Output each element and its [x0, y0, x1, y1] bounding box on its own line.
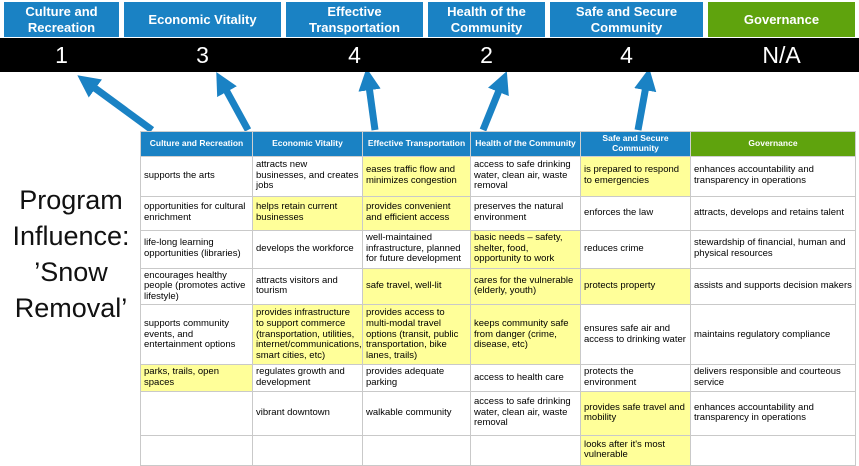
matrix-cell: looks after it's most vulnerable — [580, 434, 691, 466]
matrix-cell: supports the arts — [140, 155, 253, 197]
influence-arrow-icon — [216, 72, 252, 132]
matrix-cell: supports community events, and entertain… — [140, 304, 253, 366]
matrix-cell: is prepared to respond to emergencies — [580, 155, 691, 197]
matrix-cell: safe travel, well-lit — [362, 267, 471, 306]
influence-arrow-icon — [634, 72, 657, 131]
pillar-header-economic-vitality: Economic Vitality — [124, 2, 281, 37]
matrix-cell: attracts new businesses, and creates job… — [252, 155, 363, 197]
influence-arrow-icon — [479, 72, 509, 132]
matrix-cell: develops the workforce — [252, 229, 363, 269]
matrix-cell: opportunities for cultural enrichment — [140, 195, 253, 231]
matrix-header-cell: Culture and Recreation — [140, 131, 253, 157]
pillar-header-culture-and-recreation: Culture and Recreation — [4, 2, 119, 37]
matrix-cell — [252, 434, 363, 466]
pillar-score-safe-and-secure-community: 4 — [620, 41, 633, 68]
matrix-cell: ensures safe air and access to drinking … — [580, 304, 691, 366]
matrix-row: vibrant downtown walkable community access… — [140, 390, 856, 436]
matrix-cell: access to safe drinking water, clean air… — [470, 390, 581, 436]
matrix-row: encourages healthy people (promotes acti… — [140, 267, 856, 306]
matrix-row: supports the arts attracts new businesses… — [140, 155, 856, 197]
matrix-cell: keeps community safe from danger (crime,… — [470, 304, 581, 366]
matrix-cell: delivers responsible and courteous servi… — [690, 364, 856, 392]
matrix-cell: attracts visitors and tourism — [252, 267, 363, 306]
pillar-score-effective-transportation: 4 — [348, 41, 361, 68]
matrix-header-cell: Economic Vitality — [252, 131, 363, 157]
matrix-cell: access to safe drinking water, clean air… — [470, 155, 581, 197]
matrix-cell: provides safe travel and mobility — [580, 390, 691, 436]
matrix-header-cell: Governance — [690, 131, 856, 157]
matrix-cell: assists and supports decision makers — [690, 267, 856, 306]
influence-arrow-icon — [77, 75, 155, 133]
matrix-cell: reduces crime — [580, 229, 691, 269]
matrix-cell: life-long learning opportunities (librar… — [140, 229, 253, 269]
matrix-cell: maintains regulatory compliance — [690, 304, 856, 366]
matrix-cell: regulates growth and development — [252, 364, 363, 392]
program-influence-title: Program Influence: ’Snow Removal’ — [0, 183, 142, 327]
matrix-row: supports community events, and entertain… — [140, 304, 856, 366]
pillar-header-safe-and-secure-community: Safe and Secure Community — [550, 2, 703, 37]
matrix-cell: helps retain current businesses — [252, 195, 363, 231]
matrix-header-row: Culture and Recreation Economic Vitality E… — [140, 131, 856, 157]
matrix-cell: preserves the natural environment — [470, 195, 581, 231]
matrix-cell: protects property — [580, 267, 691, 306]
matrix-cell: provides access to multi-modal travel op… — [362, 304, 471, 366]
matrix-row: opportunities for cultural enrichment hel… — [140, 195, 856, 231]
matrix-cell: stewardship of financial, human and phys… — [690, 229, 856, 269]
matrix-cell: provides infrastructure to support comme… — [252, 304, 363, 366]
matrix-cell — [140, 434, 253, 466]
matrix-cell: well-maintained infrastructure, planned … — [362, 229, 471, 269]
matrix-cell: encourages healthy people (promotes acti… — [140, 267, 253, 306]
matrix-cell — [690, 434, 856, 466]
pillar-value-row: 1 3 4 2 4 N/A — [0, 38, 859, 72]
influence-arrows — [77, 72, 657, 133]
pillar-score-governance: N/A — [762, 41, 801, 68]
matrix-cell — [362, 434, 471, 466]
matrix-cell: provides adequate parking — [362, 364, 471, 392]
matrix-header-cell: Safe and Secure Community — [580, 131, 691, 157]
matrix-cell: protects the environment — [580, 364, 691, 392]
matrix-table: Culture and Recreation Economic Vitality E… — [140, 131, 856, 466]
matrix-header-cell: Health of the Community — [470, 131, 581, 157]
pillar-score-economic-vitality: 3 — [196, 41, 209, 68]
matrix-cell: access to health care — [470, 364, 581, 392]
matrix-body: supports the arts attracts new businesses… — [140, 155, 856, 466]
matrix-row: life-long learning opportunities (librar… — [140, 229, 856, 269]
matrix-row: parks, trails, open spaces regulates grow… — [140, 364, 856, 392]
title-line: ’Snow — [34, 256, 108, 287]
pillar-header-effective-transportation: Effective Transportation — [286, 2, 423, 37]
influence-matrix: Culture and Recreation Economic Vitality E… — [140, 131, 856, 466]
pillar-score-culture-and-recreation: 1 — [55, 41, 68, 68]
matrix-cell: walkable community — [362, 390, 471, 436]
title-line: Influence: — [12, 220, 130, 251]
matrix-cell: cares for the vulnerable (elderly, youth… — [470, 267, 581, 306]
matrix-cell: vibrant downtown — [252, 390, 363, 436]
pillar-header-governance: Governance — [708, 2, 855, 37]
pillar-header-row: Culture and Recreation Economic Vitality E… — [0, 0, 859, 37]
matrix-row: looks after it's most vulnerable — [140, 434, 856, 466]
pillar-header-health-of-the-community: Health of the Community — [428, 2, 545, 37]
title-line: Removal’ — [14, 292, 128, 323]
title-line: Program — [19, 185, 123, 215]
matrix-cell: enhances accountability and transparency… — [690, 155, 856, 197]
matrix-cell: enforces the law — [580, 195, 691, 231]
pillar-score-health-of-the-community: 2 — [480, 41, 493, 68]
matrix-cell — [140, 390, 253, 436]
influence-arrow-icon — [358, 72, 381, 131]
matrix-cell: attracts, develops and retains talent — [690, 195, 856, 231]
matrix-cell: eases traffic flow and minimizes congest… — [362, 155, 471, 197]
matrix-cell: parks, trails, open spaces — [140, 364, 253, 392]
matrix-cell: provides convenient and efficient access — [362, 195, 471, 231]
matrix-header-cell: Effective Transportation — [362, 131, 471, 157]
matrix-cell: basic needs – safety, shelter, food, opp… — [470, 229, 581, 269]
matrix-cell — [470, 434, 581, 466]
matrix-cell: enhances accountability and transparency… — [690, 390, 856, 436]
